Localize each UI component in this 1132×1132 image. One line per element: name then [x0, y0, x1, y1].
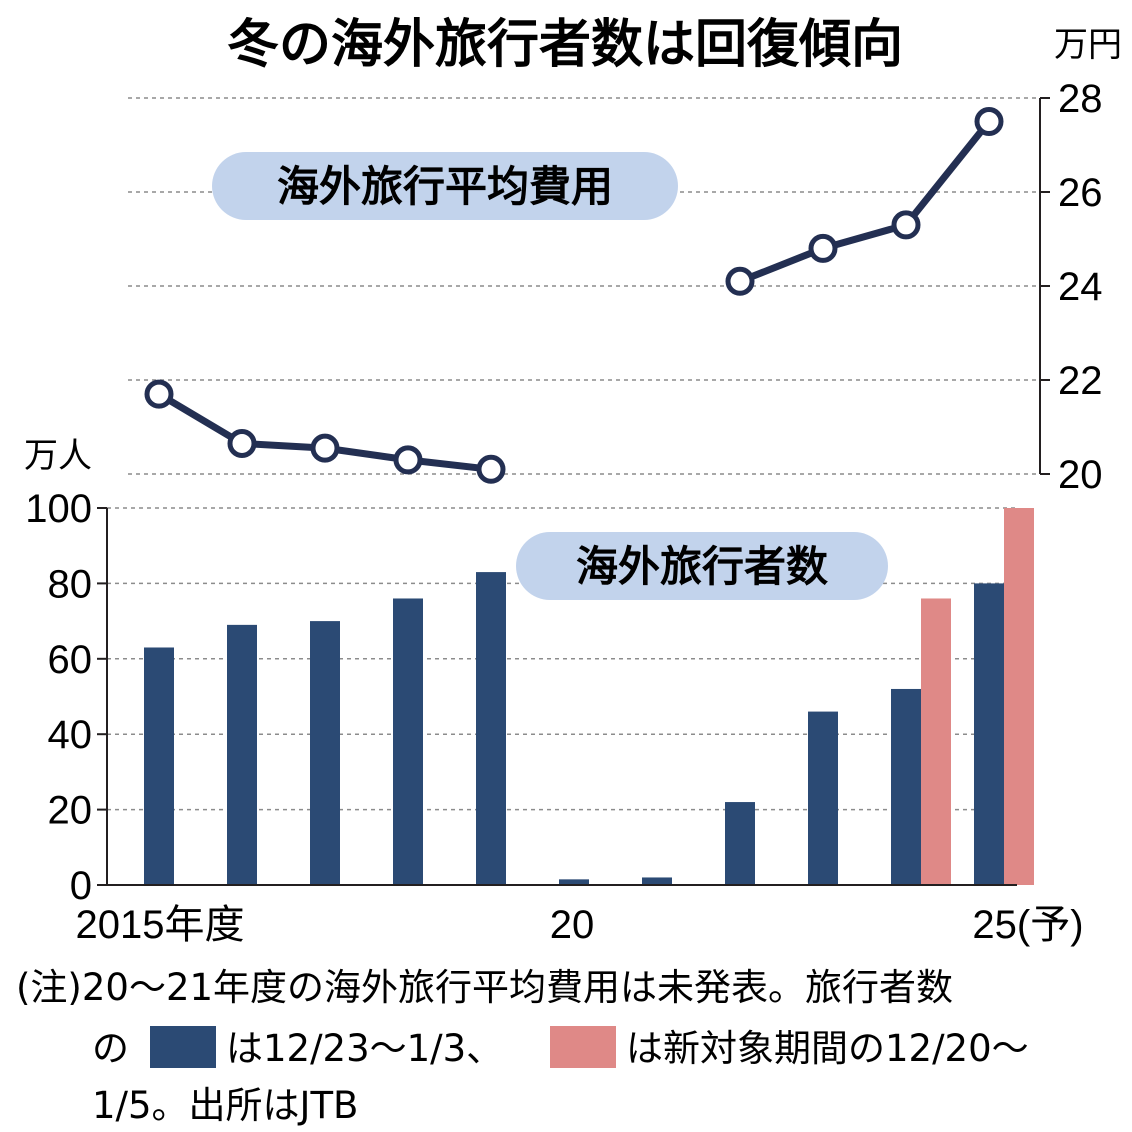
bar-navy — [393, 598, 423, 885]
line-chart-label: 海外旅行平均費用 — [277, 162, 613, 211]
bar-chart-unit: 万人 — [24, 436, 92, 476]
bar-pink — [1004, 508, 1034, 885]
note-line-3: 1/5。出所はJTB — [92, 1084, 358, 1127]
line-point — [974, 107, 1004, 136]
line-point — [393, 445, 423, 475]
legend-swatch-pink — [550, 1026, 616, 1068]
note-line-2-prefix: の — [92, 1027, 129, 1070]
bar-x-tick-label: 25(予) — [972, 903, 1083, 947]
bar-navy — [891, 688, 921, 885]
bar-navy — [808, 711, 838, 885]
line-point — [808, 233, 838, 263]
bar-y-tick-label: 40 — [48, 713, 93, 757]
bar-navy — [144, 647, 174, 885]
bar-chart-x-ticks: 2015年度 20 25(予) — [76, 903, 1084, 947]
bar-chart-y-ticks: 0 20 40 60 80 100 — [25, 487, 107, 908]
line-point — [891, 210, 921, 240]
line-y-tick-label: 24 — [1058, 265, 1103, 309]
bar-chart-bars — [144, 508, 1034, 885]
bar-chart-label-pill — [516, 532, 888, 600]
line-chart-label-pill — [212, 152, 678, 220]
bar-navy — [642, 877, 672, 885]
bar-y-tick-label: 60 — [48, 638, 93, 682]
line-point — [144, 379, 174, 409]
line-y-tick-label: 26 — [1058, 171, 1103, 215]
line-chart-series — [144, 107, 1004, 484]
line-chart-unit: 万円 — [1054, 25, 1122, 65]
bar-x-tick-label: 2015年度 — [76, 903, 245, 947]
legend-swatch-navy — [150, 1026, 216, 1068]
bar-navy — [227, 624, 257, 885]
line-y-tick-label: 20 — [1058, 453, 1103, 497]
line-point — [476, 454, 506, 484]
line-point — [227, 428, 257, 458]
line-y-tick-label: 28 — [1058, 77, 1103, 121]
bar-navy — [476, 572, 506, 885]
line-y-tick-label: 22 — [1058, 359, 1103, 403]
bar-navy — [559, 879, 589, 885]
note-line-2-mid: は12/23〜1/3、 — [226, 1027, 503, 1070]
line-chart-y-ticks: 20 22 24 26 28 — [1040, 77, 1103, 497]
bar-navy — [310, 621, 340, 885]
line-point — [725, 266, 755, 296]
bar-y-tick-label: 0 — [70, 864, 92, 908]
chart-title: 冬の海外旅行者数は回復傾向 — [227, 15, 903, 75]
note-line-2-suffix: は新対象期間の12/20〜 — [626, 1027, 1029, 1070]
bar-y-tick-label: 100 — [25, 487, 92, 531]
bar-y-tick-label: 20 — [48, 789, 93, 833]
line-point — [310, 433, 340, 463]
bar-y-tick-label: 80 — [48, 562, 93, 606]
bar-navy — [725, 802, 755, 885]
line-series-path — [738, 119, 992, 285]
note-line-1: (注)20〜21年度の海外旅行平均費用は未発表。旅行者数 — [16, 966, 953, 1009]
bar-navy — [974, 583, 1004, 885]
bar-chart-label: 海外旅行者数 — [576, 542, 828, 591]
bar-x-tick-label: 20 — [550, 903, 595, 947]
bar-pink — [921, 598, 951, 885]
